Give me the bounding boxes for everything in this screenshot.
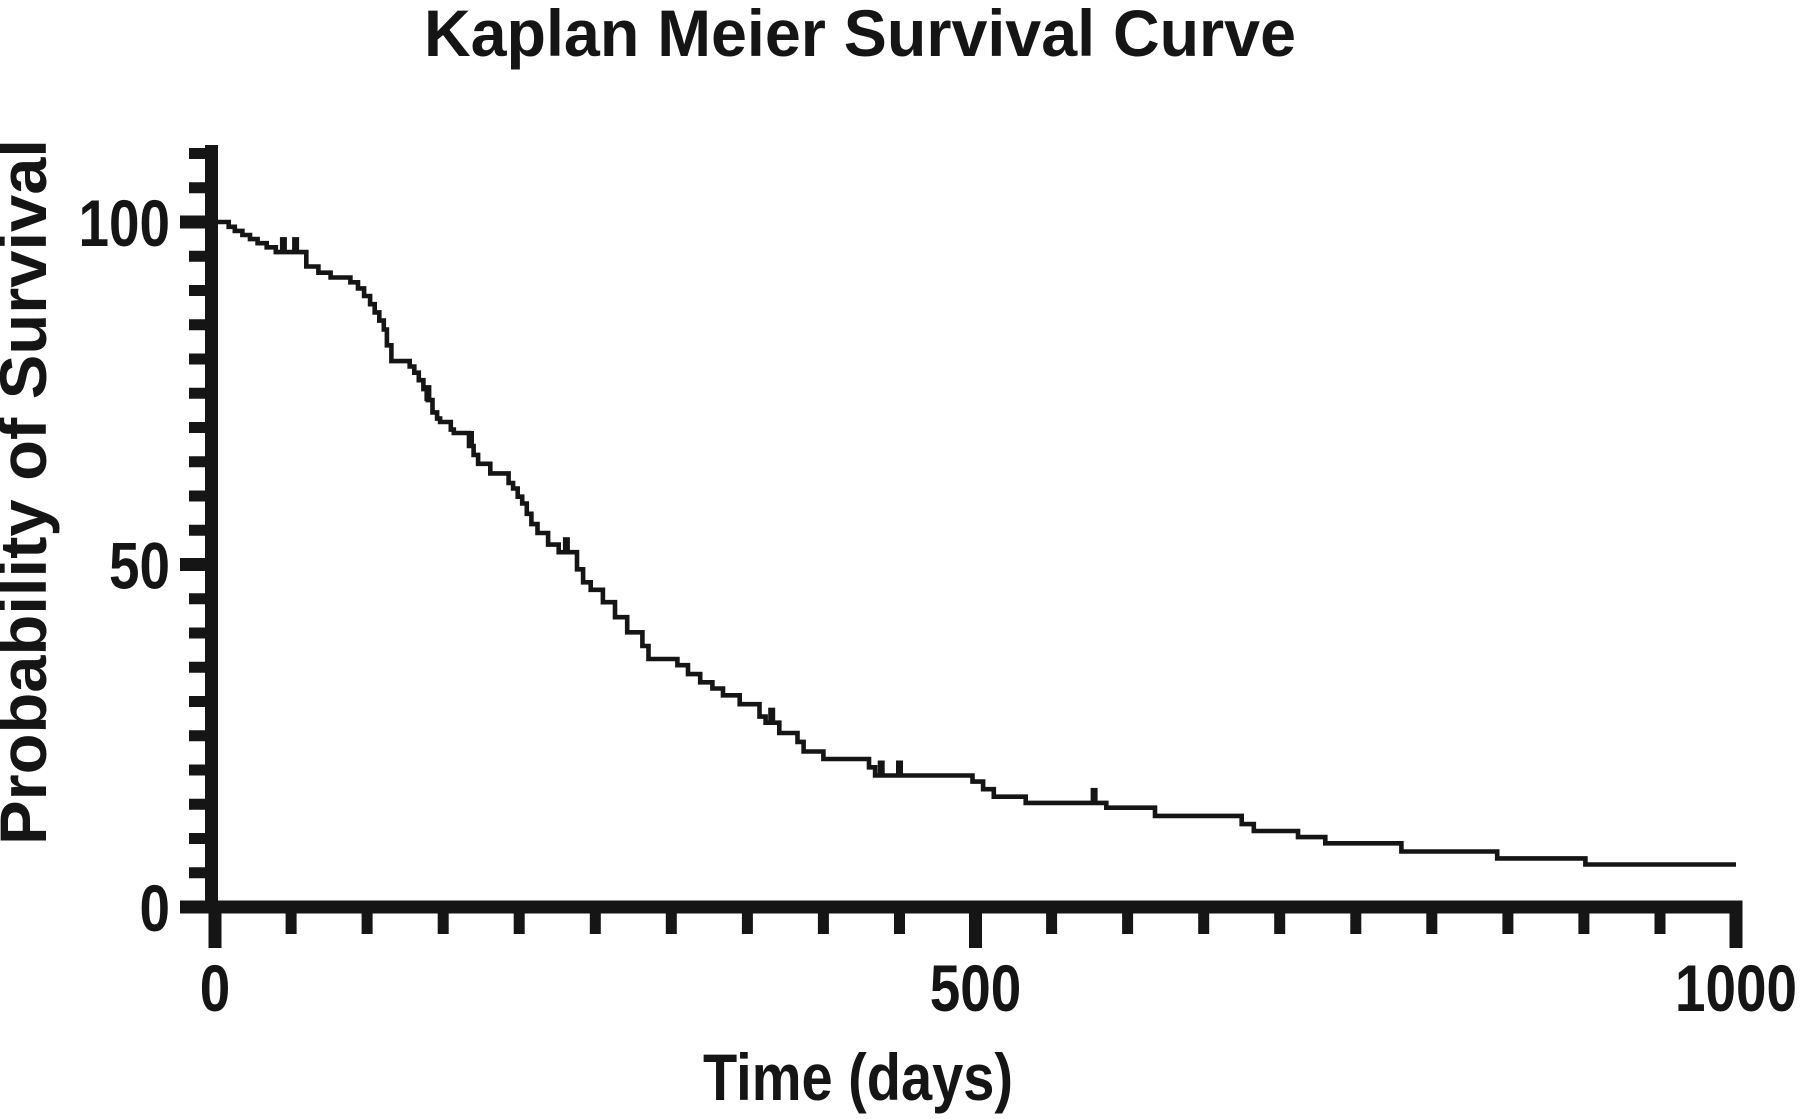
x-axis-label: Time (days) — [703, 1040, 1013, 1114]
censor-marks-group — [279, 237, 1098, 804]
y-axis-label: Probability of Survival — [0, 139, 60, 845]
tick-labels: 0 500 1000 0 50 100 — [79, 186, 1798, 1025]
survival-curve — [215, 219, 1736, 867]
x-tick-label: 500 — [930, 951, 1022, 1025]
axis-ticks — [180, 148, 1743, 948]
axes — [205, 145, 1743, 914]
y-tick-label: 0 — [140, 871, 171, 945]
x-tick-label: 0 — [200, 951, 231, 1025]
y-tick-label: 50 — [109, 529, 170, 603]
chart-title: Kaplan Meier Survival Curve — [424, 0, 1296, 70]
x-tick-label: 1000 — [1675, 951, 1797, 1025]
survival-curve-group — [215, 219, 1736, 867]
y-tick-label: 100 — [79, 186, 171, 260]
